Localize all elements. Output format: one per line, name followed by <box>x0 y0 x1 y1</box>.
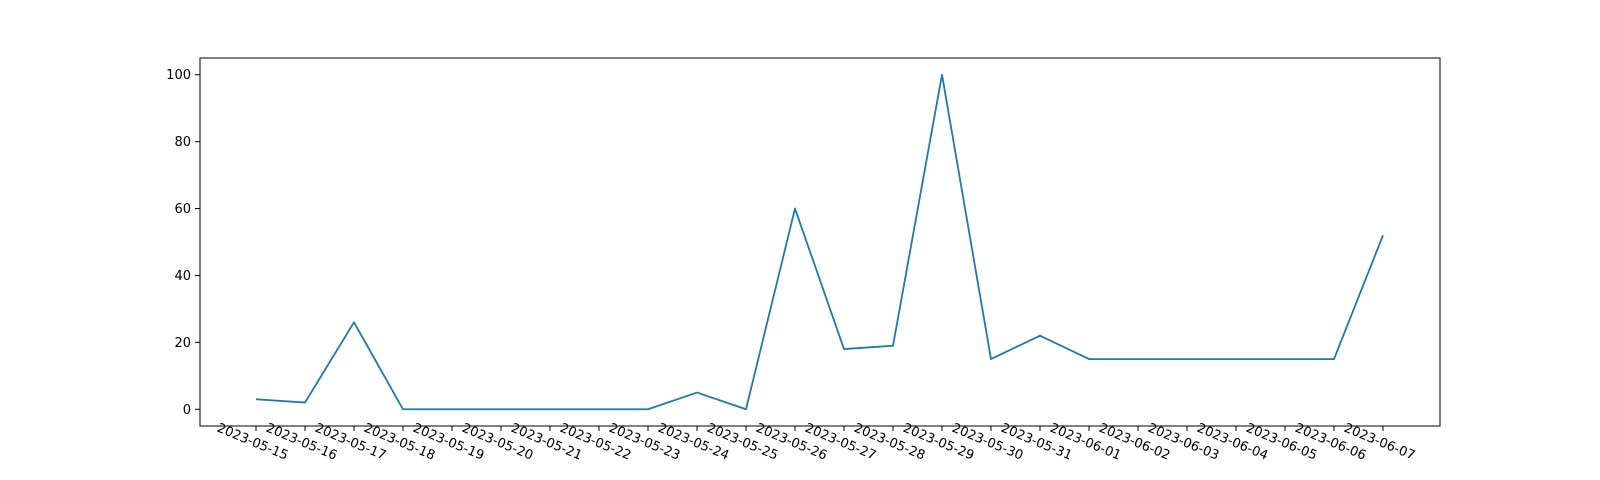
y-tick-label: 80 <box>174 135 191 150</box>
y-tick-label: 60 <box>174 202 191 217</box>
plot-area <box>200 58 1440 426</box>
y-axis: 0 20 40 60 80 100 <box>166 68 200 418</box>
y-tick-label: 20 <box>174 336 191 351</box>
y-tick-label: 100 <box>166 68 191 83</box>
y-tick-label: 0 <box>183 403 191 418</box>
series-line <box>255 73 1384 411</box>
y-tick-label: 40 <box>174 269 191 284</box>
plot-frame <box>199 57 1441 427</box>
x-axis: 2023-05-152023-05-162023-05-172023-05-18… <box>215 421 1418 464</box>
